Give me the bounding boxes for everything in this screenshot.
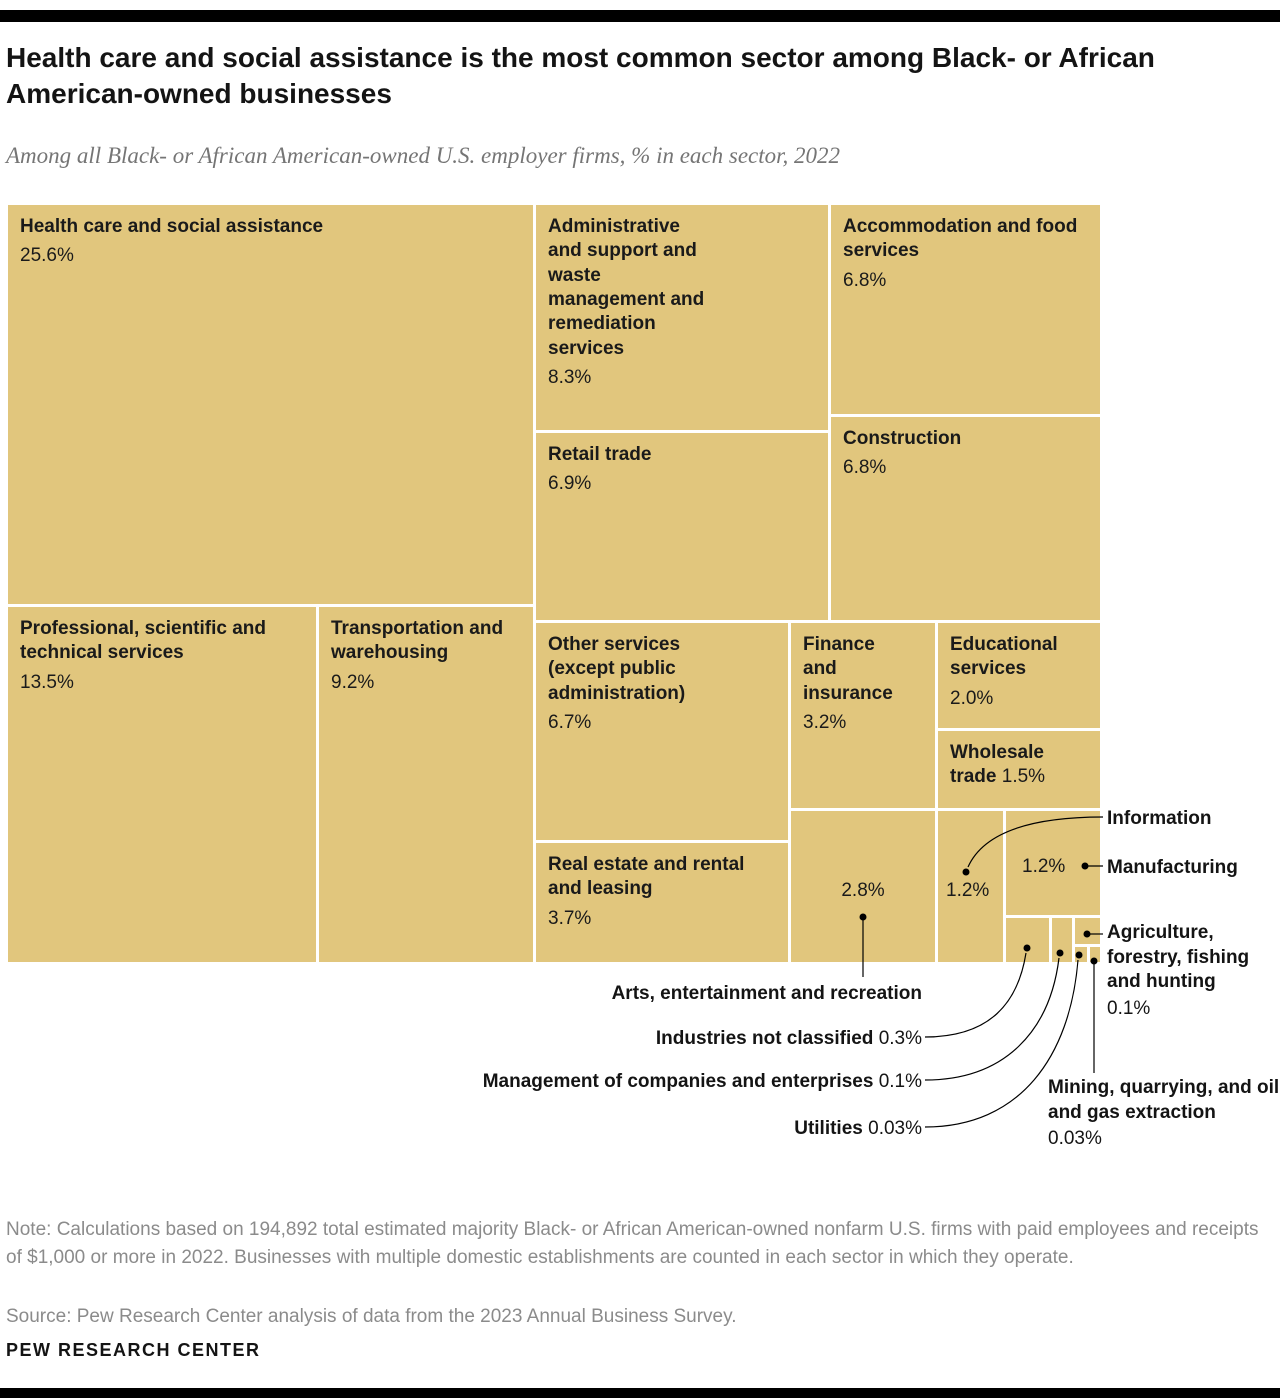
cell-value: 25.6%: [20, 245, 74, 267]
callout-label: Information: [1107, 808, 1212, 829]
callout-label: Utilities: [794, 1118, 863, 1139]
cell-value: 13.5%: [20, 671, 74, 693]
cell-label: Health care and social assistance: [20, 216, 324, 237]
callout-label: Industries not classified: [655, 1028, 874, 1049]
management-leader-line: [924, 957, 1060, 1081]
treemap-cell-mining: [1090, 947, 1100, 962]
treemap-cell-accommodation: Accommodation and food services 6.8%: [831, 205, 1100, 414]
callout-value: 0.03%: [868, 1118, 922, 1139]
treemap-cell-other-services: Other services (except public administra…: [536, 623, 788, 840]
cell-label: Retail trade: [548, 444, 652, 465]
top-rule-bar: [0, 10, 1280, 22]
chart-subtitle: Among all Black- or African American-own…: [6, 143, 841, 168]
callout-value: 0.1%: [1107, 998, 1151, 1020]
callout-label: Mining, quarrying, and oil and gas extra…: [1048, 1077, 1280, 1123]
source-text: Source: Pew Research Center analysis of …: [6, 1306, 737, 1327]
callout-utilities: Utilities 0.03%: [794, 1117, 922, 1142]
treemap-cell-manufacturing: 1.2%: [1006, 811, 1100, 915]
cell-label: Accommodation and food services: [843, 216, 1078, 262]
treemap-cell-retail: Retail trade 6.9%: [536, 433, 828, 620]
bottom-rule-bar: [0, 1388, 1280, 1398]
treemap-cell-management: [1052, 918, 1072, 962]
cell-label: Other services (except public administra…: [548, 634, 686, 704]
callout-industries: Industries not classified 0.3%: [656, 1027, 922, 1052]
treemap-cell-arts: 2.8%: [791, 811, 935, 962]
treemap-cell-information: 1.2%: [938, 811, 1003, 962]
callout-agriculture: Agriculture, forestry, fishing and hunti…: [1107, 921, 1277, 1022]
treemap-cell-transportation: Transportation and warehousing 9.2%: [319, 607, 533, 962]
note-text: Note: Calculations based on 194,892 tota…: [6, 1219, 1259, 1268]
chart-title: Health care and social assistance is the…: [6, 42, 1155, 110]
cell-value: 1.5%: [1001, 766, 1046, 788]
cell-value: 1.2%: [1022, 856, 1066, 877]
callout-label: Manufacturing: [1107, 857, 1238, 878]
cell-value: 2.8%: [841, 880, 885, 901]
treemap-cell-real-estate: Real estate and rental and leasing 3.7%: [536, 843, 788, 962]
callout-management: Management of companies and enterprises …: [483, 1070, 922, 1095]
treemap-cell-construction: Construction 6.8%: [831, 417, 1100, 620]
treemap-cell-finance: Finance and insurance 3.2%: [791, 623, 935, 808]
treemap-cell-professional: Professional, scientific and technical s…: [8, 607, 316, 962]
callout-label: Arts, entertainment and recreation: [611, 983, 922, 1004]
cell-value: 6.9%: [548, 473, 592, 495]
cell-value: 2.0%: [950, 687, 994, 709]
callout-value: 0.3%: [878, 1028, 922, 1049]
treemap-cell-educational: Educational services 2.0%: [938, 623, 1100, 728]
cell-value: 3.2%: [803, 711, 847, 733]
treemap-cell-industries-not-classified: [1006, 918, 1049, 962]
treemap-cell-agriculture: [1075, 918, 1100, 944]
cell-value: 6.7%: [548, 711, 592, 733]
cell-value: 1.2%: [946, 880, 990, 901]
callout-value: 0.03%: [1048, 1128, 1102, 1150]
callout-arts: Arts, entertainment and recreation: [612, 982, 922, 1007]
cell-value: 3.7%: [548, 907, 592, 929]
callout-manufacturing: Manufacturing: [1107, 856, 1238, 881]
cell-label: Finance and insurance: [803, 634, 893, 704]
callout-label: Agriculture, forestry, fishing and hunti…: [1107, 922, 1250, 993]
callout-mining: Mining, quarrying, and oil and gas extra…: [1048, 1076, 1280, 1152]
cell-label: Real estate and rental and leasing: [548, 854, 745, 900]
industries-leader-line: [924, 952, 1027, 1038]
treemap-cell-utilities: [1075, 947, 1087, 962]
treemap: Health care and social assistance 25.6% …: [8, 205, 1100, 962]
cell-label: Administrative and support and waste man…: [548, 216, 705, 359]
cell-label: Educational services: [950, 634, 1058, 680]
cell-label: Construction: [843, 428, 962, 449]
treemap-cell-administrative: Administrative and support and waste man…: [536, 205, 828, 430]
treemap-cell-health-care: Health care and social assistance 25.6%: [8, 205, 533, 604]
cell-value: 6.8%: [843, 269, 887, 291]
cell-value: 9.2%: [331, 671, 375, 693]
callout-label: Management of companies and enterprises: [482, 1071, 874, 1092]
callout-information: Information: [1107, 807, 1212, 832]
cell-label: Transportation and warehousing: [331, 618, 504, 664]
cell-label: Wholesale trade: [950, 742, 1044, 788]
cell-value: 8.3%: [548, 366, 592, 388]
cell-value: 6.8%: [843, 457, 887, 479]
treemap-cell-wholesale: Wholesale trade 1.5%: [938, 731, 1100, 808]
callout-value: 0.1%: [878, 1071, 922, 1092]
brand-text: PEW RESEARCH CENTER: [6, 1340, 261, 1360]
cell-label: Professional, scientific and technical s…: [20, 618, 267, 664]
